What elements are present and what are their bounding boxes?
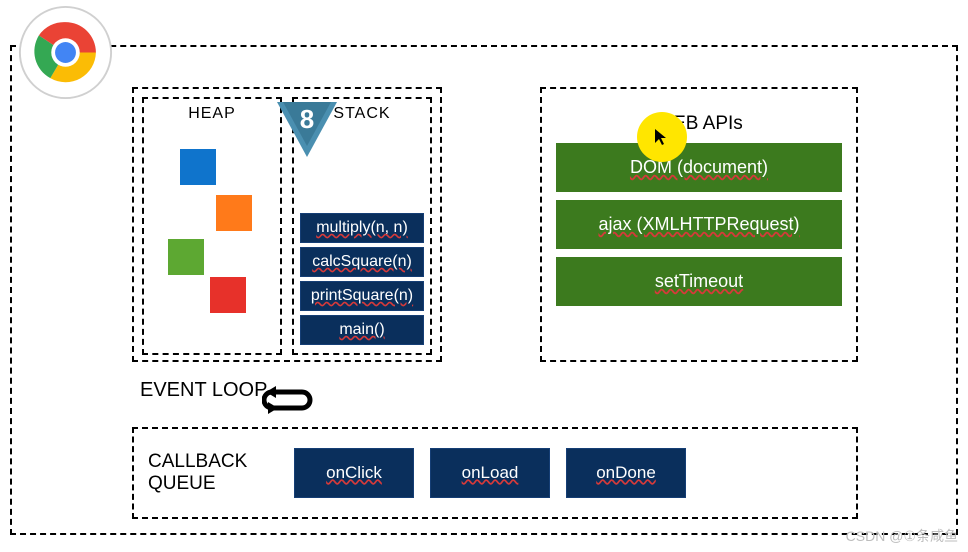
- heap-title: HEAP: [144, 105, 280, 123]
- v8-logo-icon: 8: [277, 102, 337, 162]
- heap-box: HEAP: [142, 97, 282, 355]
- browser-runtime-box: HEAP STACK multiply(n, n)calcSquare(n)pr…: [10, 45, 958, 535]
- stack-frame: main(): [300, 315, 424, 345]
- web-api-item: DOM (document): [556, 143, 842, 192]
- cursor-highlight: [637, 112, 687, 162]
- cursor-icon: [652, 127, 672, 147]
- heap-object: [210, 277, 246, 313]
- web-apis-title: WEB APIs: [542, 113, 856, 135]
- web-api-item: setTimeout: [556, 257, 842, 306]
- callback-queue-box: CALLBACKQUEUE onClick onLoad onDone: [132, 427, 858, 519]
- web-apis-box: WEB APIs DOM (document) ajax (XMLHTTPRequ…: [540, 87, 858, 362]
- callback-item: onLoad: [430, 448, 550, 498]
- web-api-item: ajax (XMLHTTPRequest): [556, 200, 842, 249]
- heap-object: [216, 195, 252, 231]
- chrome-logo-icon: [18, 5, 113, 105]
- heap-object: [168, 239, 204, 275]
- callback-item: onClick: [294, 448, 414, 498]
- callback-item: onDone: [566, 448, 686, 498]
- watermark-text: CSDN @①条咸鱼: [846, 526, 958, 546]
- heap-object: [180, 149, 216, 185]
- svg-text:8: 8: [300, 104, 314, 134]
- stack-frame: calcSquare(n): [300, 247, 424, 277]
- stack-frame: multiply(n, n): [300, 213, 424, 243]
- event-loop-icon: [262, 382, 318, 423]
- event-loop-label: EVENT LOOP: [140, 379, 267, 402]
- callback-queue-title: CALLBACKQUEUE: [148, 451, 278, 495]
- stack-frame: printSquare(n): [300, 281, 424, 311]
